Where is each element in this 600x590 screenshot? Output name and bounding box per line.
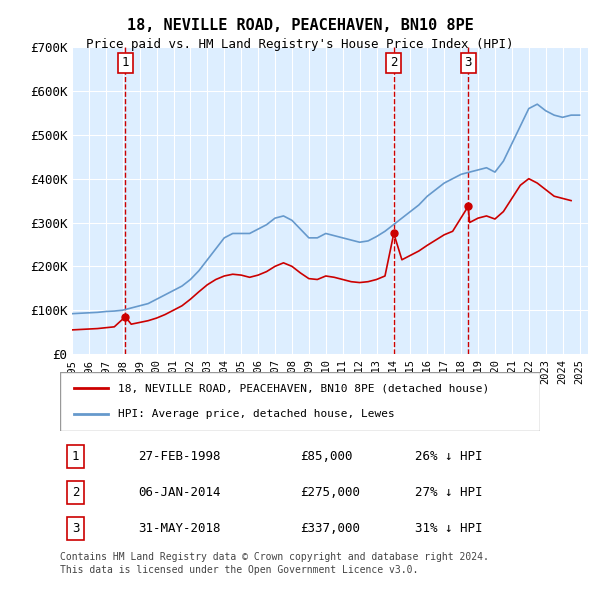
Text: 18, NEVILLE ROAD, PEACEHAVEN, BN10 8PE: 18, NEVILLE ROAD, PEACEHAVEN, BN10 8PE [127,18,473,32]
Text: 27-FEB-1998: 27-FEB-1998 [139,450,221,463]
Text: 1: 1 [122,57,129,70]
Text: 2: 2 [72,486,79,499]
Text: 27% ↓ HPI: 27% ↓ HPI [415,486,482,499]
Text: £337,000: £337,000 [300,522,360,535]
Text: £275,000: £275,000 [300,486,360,499]
Text: £85,000: £85,000 [300,450,353,463]
Text: 06-JAN-2014: 06-JAN-2014 [139,486,221,499]
Text: 3: 3 [72,522,79,535]
Text: 31-MAY-2018: 31-MAY-2018 [139,522,221,535]
Text: Contains HM Land Registry data © Crown copyright and database right 2024.: Contains HM Land Registry data © Crown c… [60,552,489,562]
Text: 1: 1 [72,450,79,463]
Text: This data is licensed under the Open Government Licence v3.0.: This data is licensed under the Open Gov… [60,565,418,575]
FancyBboxPatch shape [60,372,540,431]
Text: 3: 3 [464,57,472,70]
Text: 2: 2 [390,57,398,70]
Text: HPI: Average price, detached house, Lewes: HPI: Average price, detached house, Lewe… [118,409,394,419]
Text: 31% ↓ HPI: 31% ↓ HPI [415,522,482,535]
Text: 26% ↓ HPI: 26% ↓ HPI [415,450,482,463]
Text: 18, NEVILLE ROAD, PEACEHAVEN, BN10 8PE (detached house): 18, NEVILLE ROAD, PEACEHAVEN, BN10 8PE (… [118,384,489,393]
Text: Price paid vs. HM Land Registry's House Price Index (HPI): Price paid vs. HM Land Registry's House … [86,38,514,51]
